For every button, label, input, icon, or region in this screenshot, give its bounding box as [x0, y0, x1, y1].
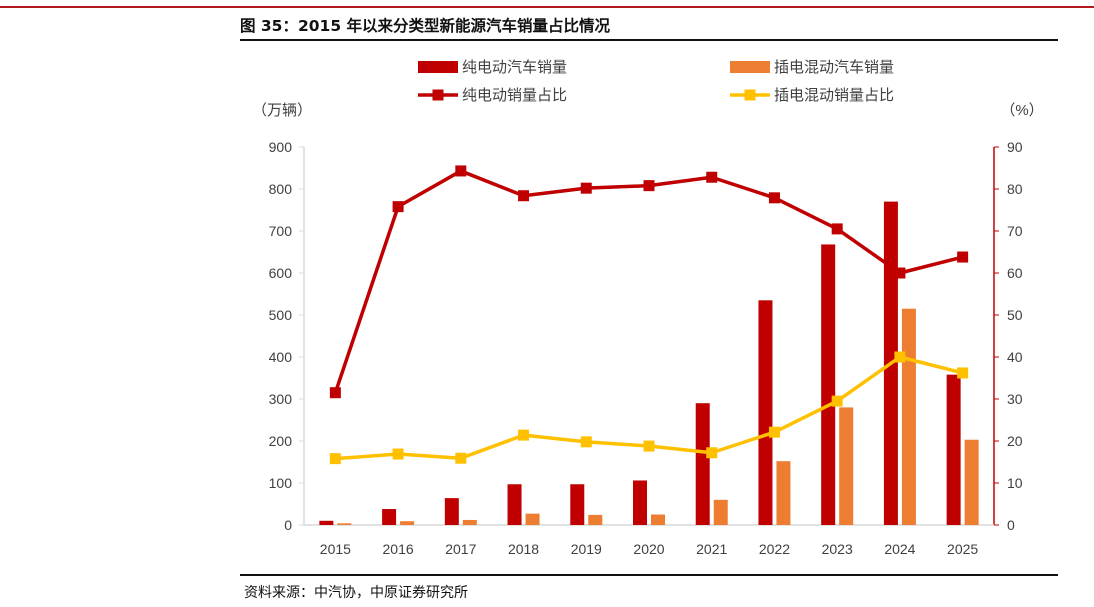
left-axis-tick-label: 900 — [269, 139, 293, 155]
bev-share-marker — [580, 182, 592, 194]
lines — [329, 165, 969, 465]
right-axis-tick-label: 20 — [1007, 433, 1023, 449]
bev-share-marker — [706, 171, 718, 183]
legend-label: 纯电动汽车销量 — [462, 59, 567, 76]
legend-label: 插电混动销量占比 — [774, 87, 894, 104]
left-axis-tick-label: 700 — [269, 223, 293, 239]
phev-sales-bar — [588, 514, 603, 525]
phev-share-marker — [894, 351, 906, 363]
bev-share-marker — [392, 201, 404, 213]
left-axis-tick-label: 0 — [284, 517, 292, 533]
phev-share-marker — [957, 367, 969, 379]
x-axis-tick-label: 2021 — [696, 541, 727, 557]
legend-label: 插电混动汽车销量 — [774, 59, 894, 76]
bev-sales-bar — [633, 480, 647, 525]
right-axis-tick-label: 50 — [1007, 307, 1023, 323]
legend-swatch-bar — [730, 61, 770, 73]
phev-share-marker — [643, 440, 655, 452]
x-axis-tick-label: 2019 — [571, 541, 602, 557]
bev-sales-bar — [695, 403, 710, 525]
phev-share-marker — [392, 448, 404, 460]
left-axis-tick-label: 400 — [269, 349, 293, 365]
legend-swatch-bar — [418, 61, 458, 73]
phev-share-marker — [768, 426, 780, 438]
bev-sales-bar — [382, 509, 397, 525]
left-axis-tick-label: 300 — [269, 391, 293, 407]
right-axis-tick-label: 90 — [1007, 139, 1023, 155]
header-accent-line — [0, 6, 1094, 8]
right-axis-tick-label: 60 — [1007, 265, 1023, 281]
x-axis-tick-label: 2016 — [383, 541, 414, 557]
right-axis-tick-label: 80 — [1007, 181, 1023, 197]
bev-sales-bar — [946, 374, 961, 525]
phev-sales-bar — [839, 407, 854, 525]
x-axis-tick-label: 2018 — [508, 541, 539, 557]
phev-sales-bar — [713, 499, 728, 525]
phev-sales-bar — [651, 514, 665, 525]
left-axis-unit: （万辆） — [252, 102, 312, 119]
right-axis-tick-label: 70 — [1007, 223, 1023, 239]
left-axis-tick-label: 200 — [269, 433, 293, 449]
x-axis-tick-label: 2024 — [884, 541, 915, 557]
phev-share-marker — [329, 453, 341, 465]
bev-sales-bar — [570, 484, 585, 525]
bev-share-marker — [957, 251, 969, 263]
right-axis-unit: （%） — [1000, 102, 1043, 119]
phev-share-marker — [706, 447, 718, 459]
bev-sales-bar — [319, 520, 334, 525]
title-rule — [240, 39, 1058, 41]
bev-share-marker — [643, 180, 655, 192]
phev-sales-bar — [400, 521, 415, 525]
bars — [319, 201, 979, 525]
right-axis-tick-label: 30 — [1007, 391, 1023, 407]
phev-share-marker — [518, 429, 530, 441]
right-axis-tick-label: 40 — [1007, 349, 1023, 365]
phev-sales-bar — [901, 308, 916, 525]
x-axis-tick-label: 2022 — [759, 541, 790, 557]
x-axis-tick-label: 2023 — [822, 541, 853, 557]
bev-sales-bar — [507, 484, 522, 525]
figure-title: 图 35：2015 年以来分类型新能源汽车销量占比情况 — [240, 17, 611, 35]
left-axis-tick-label: 100 — [269, 475, 293, 491]
bev-share-line — [333, 169, 964, 394]
bev-share-marker — [329, 387, 341, 399]
phev-sales-bar — [337, 523, 352, 525]
legend-label: 纯电动销量占比 — [462, 87, 567, 104]
x-axis-tick-label: 2020 — [633, 541, 664, 557]
legend-swatch-marker — [744, 89, 756, 101]
left-axis-tick-label: 500 — [269, 307, 293, 323]
x-axis-tick-label: 2017 — [445, 541, 476, 557]
axes: 0 100 200 300 400 500 600 700 800 900 0 10 20 30 40 50 6… — [269, 139, 1023, 557]
left-axis-tick-label: 800 — [269, 181, 293, 197]
left-axis-tick-label: 600 — [269, 265, 293, 281]
phev-sales-bar — [525, 513, 540, 525]
right-axis-tick-label: 10 — [1007, 475, 1023, 491]
legend-swatch-marker — [432, 89, 444, 101]
phev-sales-bar — [776, 461, 791, 525]
bev-share-marker — [894, 267, 906, 279]
source-rule — [240, 574, 1058, 576]
phev-share-marker — [580, 436, 592, 448]
bev-share-marker — [455, 165, 467, 177]
right-axis-tick-label: 0 — [1007, 517, 1015, 533]
phev-share-marker — [831, 395, 843, 407]
bev-share-marker — [768, 192, 780, 204]
bev-sales-bar — [444, 498, 459, 525]
phev-sales-bar — [462, 519, 477, 525]
bev-sales-bar — [821, 244, 836, 525]
source-note: 资料来源：中汽协，中原证券研究所 — [244, 585, 468, 601]
bev-share-marker — [518, 190, 530, 202]
x-axis-tick-label: 2025 — [947, 541, 978, 557]
bev-share-marker — [831, 223, 843, 235]
phev-share-marker — [455, 452, 467, 464]
x-axis-tick-label: 2015 — [320, 541, 351, 557]
bev-sales-bar — [758, 300, 773, 525]
phev-sales-bar — [964, 439, 979, 525]
